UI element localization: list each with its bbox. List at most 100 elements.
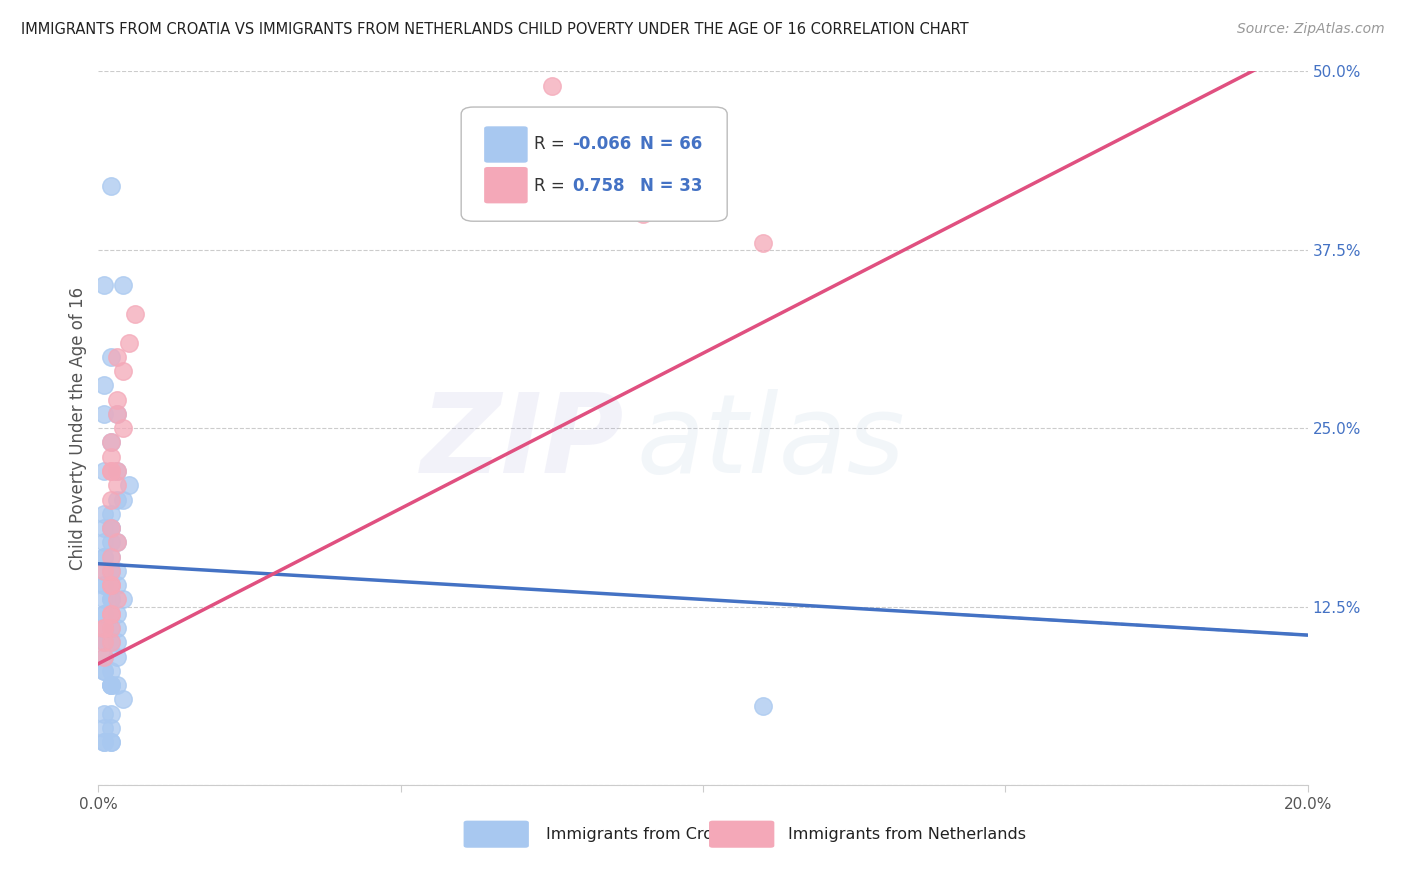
Point [100, 535, 122, 549]
Text: N = 66: N = 66 [640, 136, 703, 153]
Point [100, 678, 122, 692]
Point [93, 564, 115, 578]
Point [93, 464, 115, 478]
Point [93, 621, 115, 635]
Point [100, 549, 122, 564]
Point [93, 521, 115, 535]
Point [100, 521, 122, 535]
Point [93, 407, 115, 421]
Point [100, 435, 122, 450]
Point [100, 635, 122, 649]
Point [100, 564, 122, 578]
Point [93, 649, 115, 664]
Point [100, 592, 122, 607]
Point [100, 721, 122, 735]
Point [100, 735, 122, 749]
FancyBboxPatch shape [464, 821, 529, 847]
Text: IMMIGRANTS FROM CROATIA VS IMMIGRANTS FROM NETHERLANDS CHILD POVERTY UNDER THE A: IMMIGRANTS FROM CROATIA VS IMMIGRANTS FR… [21, 22, 969, 37]
Point [752, 235, 775, 250]
Point [105, 464, 128, 478]
Point [105, 649, 128, 664]
Point [100, 521, 122, 535]
Point [93, 735, 115, 749]
Text: atlas: atlas [637, 389, 905, 496]
Point [105, 535, 128, 549]
Point [105, 621, 128, 635]
Point [100, 678, 122, 692]
Point [111, 364, 134, 378]
Point [93, 649, 115, 664]
Point [540, 78, 562, 93]
Point [93, 635, 115, 649]
Text: Immigrants from Netherlands: Immigrants from Netherlands [787, 828, 1025, 842]
Text: N = 33: N = 33 [640, 177, 703, 194]
Point [100, 507, 122, 521]
Point [93, 278, 115, 293]
Point [93, 607, 115, 621]
Point [100, 607, 122, 621]
Point [93, 664, 115, 678]
Text: R =: R = [534, 177, 575, 194]
Point [100, 492, 122, 507]
Point [118, 478, 141, 492]
Point [124, 307, 146, 321]
Text: Immigrants from Croatia: Immigrants from Croatia [546, 828, 744, 842]
FancyBboxPatch shape [484, 167, 527, 203]
Point [93, 621, 115, 635]
Point [93, 507, 115, 521]
Text: 0.758: 0.758 [572, 177, 624, 194]
Y-axis label: Child Poverty Under the Age of 16: Child Poverty Under the Age of 16 [69, 286, 87, 570]
Point [100, 464, 122, 478]
Point [93, 535, 115, 549]
Point [752, 699, 775, 714]
Point [105, 492, 128, 507]
Point [100, 549, 122, 564]
Point [105, 478, 128, 492]
Point [105, 592, 128, 607]
FancyBboxPatch shape [484, 127, 527, 162]
FancyBboxPatch shape [709, 821, 775, 847]
Point [111, 592, 134, 607]
FancyBboxPatch shape [461, 107, 727, 221]
Point [100, 435, 122, 450]
Point [93, 721, 115, 735]
Point [100, 578, 122, 592]
Point [93, 635, 115, 649]
Point [93, 706, 115, 721]
Point [100, 621, 122, 635]
Point [100, 578, 122, 592]
Point [93, 578, 115, 592]
Point [100, 607, 122, 621]
Point [93, 592, 115, 607]
Point [111, 421, 134, 435]
Point [105, 635, 128, 649]
Text: -0.066: -0.066 [572, 136, 631, 153]
Text: Source: ZipAtlas.com: Source: ZipAtlas.com [1237, 22, 1385, 37]
Point [100, 578, 122, 592]
Point [100, 664, 122, 678]
Point [105, 407, 128, 421]
Point [100, 464, 122, 478]
Point [93, 549, 115, 564]
Point [93, 664, 115, 678]
Point [93, 621, 115, 635]
Text: ZIP: ZIP [420, 389, 624, 496]
Point [105, 678, 128, 692]
Point [93, 564, 115, 578]
Point [100, 450, 122, 464]
Point [100, 678, 122, 692]
Point [93, 607, 115, 621]
Point [93, 735, 115, 749]
Point [100, 607, 122, 621]
Point [100, 635, 122, 649]
Point [111, 492, 134, 507]
Point [105, 464, 128, 478]
Point [100, 621, 122, 635]
Point [100, 564, 122, 578]
Point [118, 335, 141, 350]
Point [100, 706, 122, 721]
Point [93, 549, 115, 564]
Point [100, 592, 122, 607]
Point [105, 535, 128, 549]
Point [105, 350, 128, 364]
